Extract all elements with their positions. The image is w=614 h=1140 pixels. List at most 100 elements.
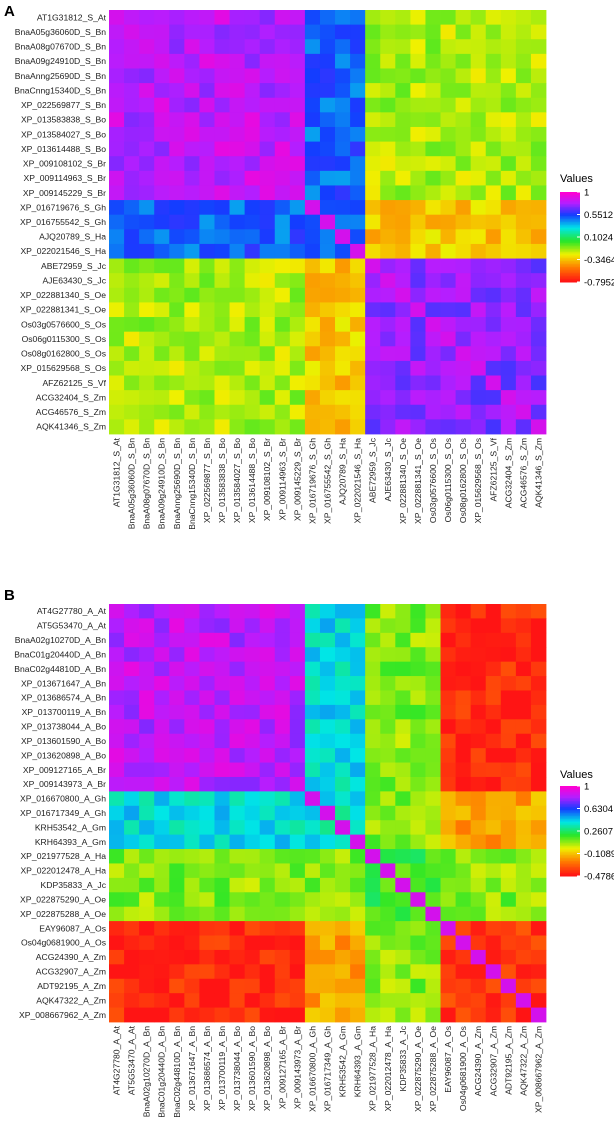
- heat-cell: [500, 258, 517, 274]
- heat-cell: [259, 978, 276, 994]
- col-label: BnaC02g44810D_A_Bn: [172, 1026, 182, 1118]
- heat-cell: [139, 935, 155, 951]
- heat-cell: [244, 604, 261, 619]
- heat-cell: [485, 834, 502, 850]
- heat-cell: [350, 719, 366, 735]
- heat-cell: [530, 604, 547, 619]
- heat-cell: [485, 604, 502, 619]
- heat-cell: [169, 39, 185, 55]
- heat-cell: [169, 243, 185, 259]
- row-label: ACG46576_S_Zm: [36, 407, 106, 417]
- heat-cell: [289, 748, 306, 763]
- heat-cell: [109, 949, 125, 965]
- heat-cell: [124, 346, 140, 362]
- heat-cell: [184, 10, 200, 26]
- heat-cell: [169, 53, 185, 69]
- legend-tick-label: -0.1089: [584, 849, 614, 860]
- heat-cell: [515, 317, 532, 333]
- heat-cell: [184, 892, 200, 908]
- heat-cell: [470, 404, 487, 420]
- heat-cell: [500, 776, 517, 792]
- heat-cell: [289, 53, 306, 69]
- legend-swatch: [560, 874, 580, 877]
- heat-cell: [485, 10, 502, 26]
- heat-cell: [154, 317, 170, 333]
- heat-cell: [139, 200, 155, 216]
- heat-cell: [229, 791, 246, 807]
- heat-cell: [109, 214, 125, 230]
- heat-cell: [365, 331, 381, 347]
- heat-cell: [530, 170, 547, 186]
- heat-cell: [154, 820, 170, 836]
- heat-cell: [184, 733, 200, 749]
- heat-cell: [109, 676, 125, 691]
- heat-cell: [199, 949, 215, 965]
- heat-cell: [259, 863, 276, 879]
- heat-cell: [365, 97, 381, 113]
- heat-cell: [274, 978, 291, 994]
- heat-cell: [244, 690, 261, 706]
- heat-cell: [380, 302, 396, 318]
- heat-cell: [169, 906, 185, 922]
- heat-cell: [350, 24, 366, 40]
- legend-swatch: [560, 865, 580, 868]
- legend-swatch: [560, 795, 580, 797]
- heat-cell: [470, 690, 487, 706]
- heat-cell: [485, 791, 502, 807]
- heat-cell: [139, 964, 155, 980]
- heat-cell: [199, 243, 215, 259]
- row-label: ABE72959_S_Jc: [41, 261, 107, 271]
- heat-cell: [214, 964, 230, 980]
- heat-cell: [319, 877, 336, 893]
- legend-swatch: [560, 241, 580, 244]
- heat-cell: [455, 604, 472, 619]
- row-label: AT5G53470_A_At: [37, 621, 107, 631]
- heat-cell: [154, 200, 170, 216]
- heat-cell: [440, 820, 456, 836]
- heat-cell: [485, 863, 502, 879]
- heat-cell: [500, 892, 517, 908]
- heat-cell: [530, 863, 547, 879]
- heat-cell: [440, 258, 456, 274]
- heat-cell: [485, 97, 502, 113]
- heat-cell: [109, 805, 125, 821]
- heat-cell: [335, 112, 351, 128]
- heat-cell: [380, 200, 396, 216]
- col-label: AQK41346_S_Zm: [533, 438, 543, 508]
- heat-cell: [470, 849, 487, 864]
- heat-cell: [214, 1007, 230, 1023]
- heat-cell: [319, 647, 336, 663]
- heat-cell: [395, 993, 411, 1008]
- legend-swatch: [560, 807, 580, 809]
- heat-cell: [289, 892, 306, 908]
- heat-cell: [530, 10, 547, 26]
- heat-cell: [199, 820, 215, 836]
- heat-cell: [485, 719, 502, 735]
- heat-cell: [304, 317, 321, 333]
- heat-cell: [455, 647, 472, 663]
- heat-cell: [470, 39, 487, 55]
- heat-cell: [244, 949, 261, 965]
- col-label: AJQ20789_S_Ha: [338, 438, 348, 505]
- heat-cell: [380, 604, 396, 619]
- heat-cell: [365, 690, 381, 706]
- heat-cell: [485, 39, 502, 55]
- heat-cell: [335, 1007, 351, 1023]
- heat-cell: [455, 618, 472, 634]
- heat-cell: [214, 287, 230, 303]
- heat-cell: [350, 791, 366, 807]
- heat-cell: [365, 375, 381, 391]
- heatmap-b-row-labels: AT4G27780_A_AtAT5G53470_A_AtBnaA02g10270…: [14, 606, 106, 1020]
- heat-cell: [139, 604, 155, 619]
- heat-cell: [244, 258, 261, 274]
- heat-cell: [470, 419, 487, 435]
- heat-cell: [289, 618, 306, 634]
- heat-cell: [365, 791, 381, 807]
- heat-cell: [109, 360, 125, 376]
- heat-cell: [500, 97, 517, 113]
- legend-swatch: [560, 867, 580, 869]
- heat-cell: [169, 776, 185, 792]
- heat-cell: [259, 287, 276, 303]
- heat-cell: [259, 97, 276, 113]
- heat-cell: [440, 921, 456, 936]
